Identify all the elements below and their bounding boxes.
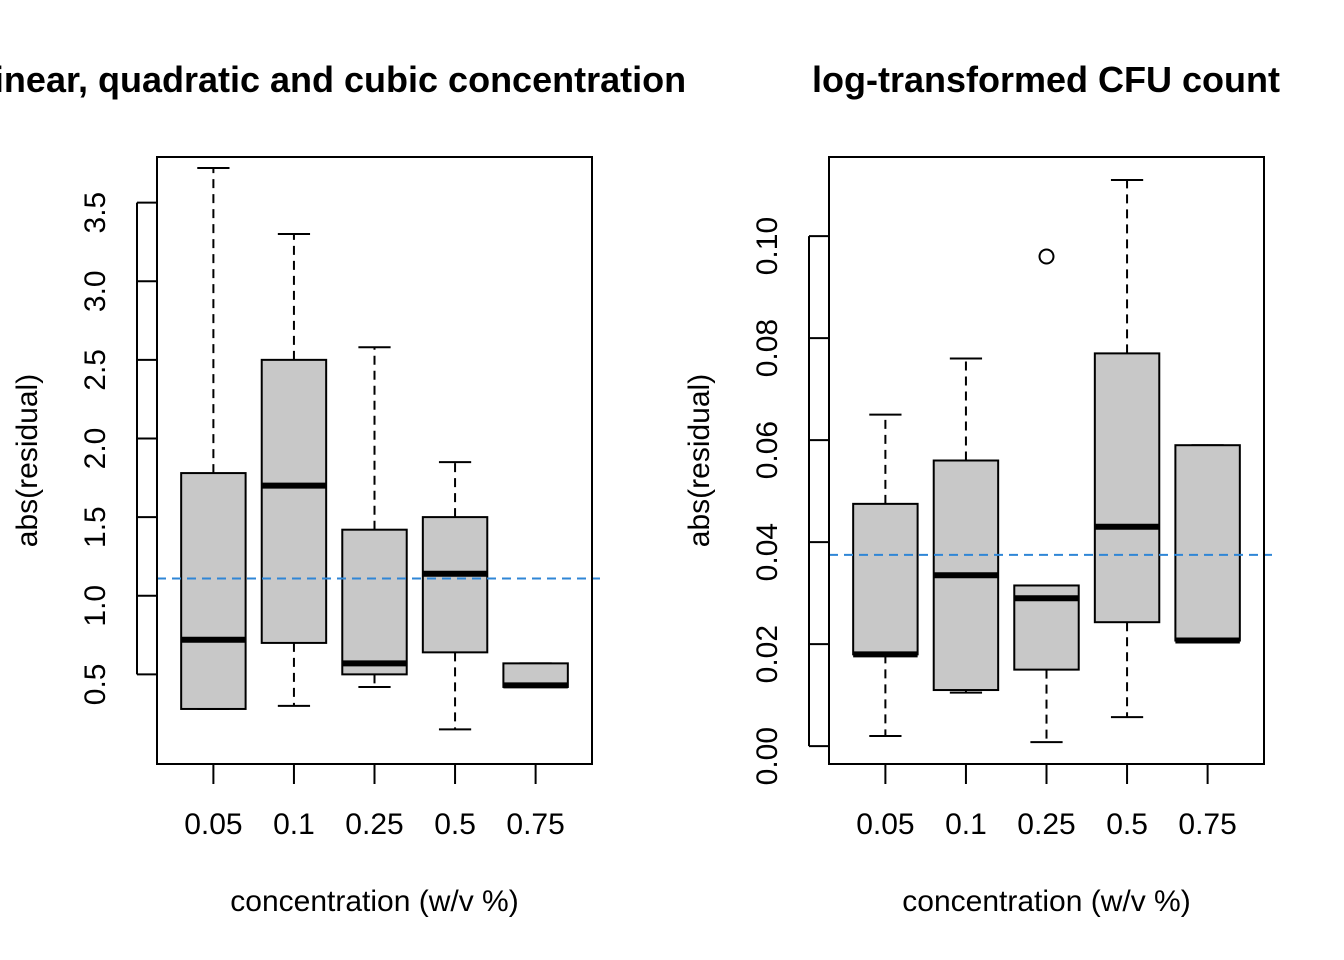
chart-title: linear, quadratic and cubic concentratio… [0,59,686,100]
y-axis-label: abs(residual) [11,374,44,547]
box-0.1 [260,233,328,707]
x-axis-label: concentration (w/v %) [902,885,1190,918]
box-0.5 [1093,178,1161,719]
chart-title: log-transformed CFU count [812,59,1280,100]
box-iqr [180,472,247,710]
y-tick-label: 0.00 [751,727,784,785]
box-0.1 [932,357,1000,694]
y-tick-label: 3.5 [79,192,112,234]
y-tick-label: 0.06 [751,421,784,479]
y-tick-label: 3.0 [79,270,112,312]
x-tick-label: 0.25 [345,808,403,841]
x-tick-label: 0.25 [1017,808,1075,841]
chart-panel-2: log-transformed CFU count 0.05 0.1 0.25 0.5 0… [683,59,1280,918]
box-iqr [852,502,919,656]
x-tick-label: 0.75 [1178,808,1236,841]
y-tick-label: 0.10 [751,217,784,275]
y-tick-label: 0.08 [751,319,784,377]
x-tick-label: 0.05 [856,808,914,841]
x-tick-label: 0.75 [506,808,564,841]
x-tick-label: 0.1 [945,808,987,841]
x-tick-label: 0.05 [184,808,242,841]
y-tick-label: 2.0 [79,428,112,470]
y-axis-label: abs(residual) [683,374,716,547]
box-0.75 [502,662,569,689]
box-0.25 [1013,248,1080,744]
y-tick-label: 2.5 [79,349,112,391]
box-0.5 [421,461,489,731]
box-iqr [1093,352,1161,624]
box-iqr [341,528,408,676]
box-iqr [1174,444,1241,642]
box-0.05 [852,413,919,737]
box-iqr [421,516,489,654]
x-axis-label: concentration (w/v %) [230,885,518,918]
box-0.05 [180,167,247,710]
y-tick-label: 0.04 [751,523,784,581]
box-iqr [260,358,328,644]
chart-panel-1: linear, quadratic and cubic concentratio… [0,59,686,918]
y-tick-label: 0.5 [79,664,112,706]
outlier-point [1038,248,1055,265]
x-tick-label: 0.5 [434,808,476,841]
y-tick-label: 1.5 [79,506,112,548]
box-0.25 [341,346,408,688]
x-tick-label: 0.1 [273,808,315,841]
x-tick-label: 0.5 [1106,808,1148,841]
y-tick-label: 0.02 [751,625,784,683]
y-tick-label: 1.0 [79,585,112,627]
box-0.75 [1174,444,1241,644]
